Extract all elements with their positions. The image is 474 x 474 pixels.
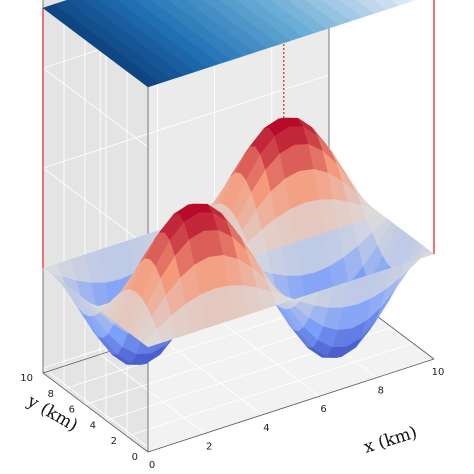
x-tick-label: 4 <box>263 423 269 434</box>
grid-line <box>42 367 149 448</box>
grid-line <box>214 316 320 397</box>
top-plane-strip <box>236 0 304 41</box>
top-plane-strip <box>407 0 417 2</box>
top-plane-strip <box>287 0 340 30</box>
top-plane-strip <box>202 0 280 49</box>
top-plane-strip <box>305 0 352 26</box>
x-tick-label: 0 <box>149 460 155 471</box>
y-tick-label: 4 <box>90 420 96 431</box>
top-plane-strip <box>168 0 256 57</box>
grid-line <box>157 335 263 416</box>
top-plane-strip <box>253 0 316 37</box>
top-plane-strip <box>339 0 375 18</box>
top-plane-strip <box>151 0 244 61</box>
top-plane-strip <box>356 0 387 14</box>
grid-line <box>99 354 206 434</box>
grid-line <box>42 74 330 169</box>
top-plane-strip <box>83 0 197 76</box>
top-plane-strip <box>322 0 364 22</box>
top-plane-strip <box>185 0 268 53</box>
axis-edge <box>42 372 149 453</box>
grid-line <box>126 342 414 437</box>
x-tick-label: 10 <box>432 367 445 378</box>
grid-line <box>42 67 149 148</box>
y-tick-label: 0 <box>132 452 138 463</box>
top-plane-strip <box>134 0 232 64</box>
top-plane-strip <box>66 0 185 80</box>
x-tick-label: 2 <box>206 441 212 452</box>
x-tick-label: 8 <box>378 386 384 397</box>
top-plane <box>42 0 417 88</box>
y-tick-label: 8 <box>48 389 54 400</box>
grid-line <box>42 167 149 248</box>
top-plane-strip <box>117 0 221 68</box>
y-tick-label: 2 <box>111 436 117 447</box>
top-plane-strip <box>390 0 411 6</box>
x-tick-label: 6 <box>320 404 326 415</box>
top-plane-strip <box>270 0 328 33</box>
bottom-surface <box>42 117 435 365</box>
y-tick-label: 6 <box>69 405 75 416</box>
axis-edge <box>147 358 435 453</box>
top-plane-strip <box>373 0 399 10</box>
surface-facet <box>414 249 435 265</box>
x-axis-label: x (km) <box>361 423 419 458</box>
top-plane-strip <box>219 0 292 45</box>
tick-labels: 0 2 4 6 8 10 0 2 4 6 8 10 <box>20 367 444 471</box>
top-plane-strip <box>100 0 209 72</box>
y-tick-label: 10 <box>20 373 33 384</box>
